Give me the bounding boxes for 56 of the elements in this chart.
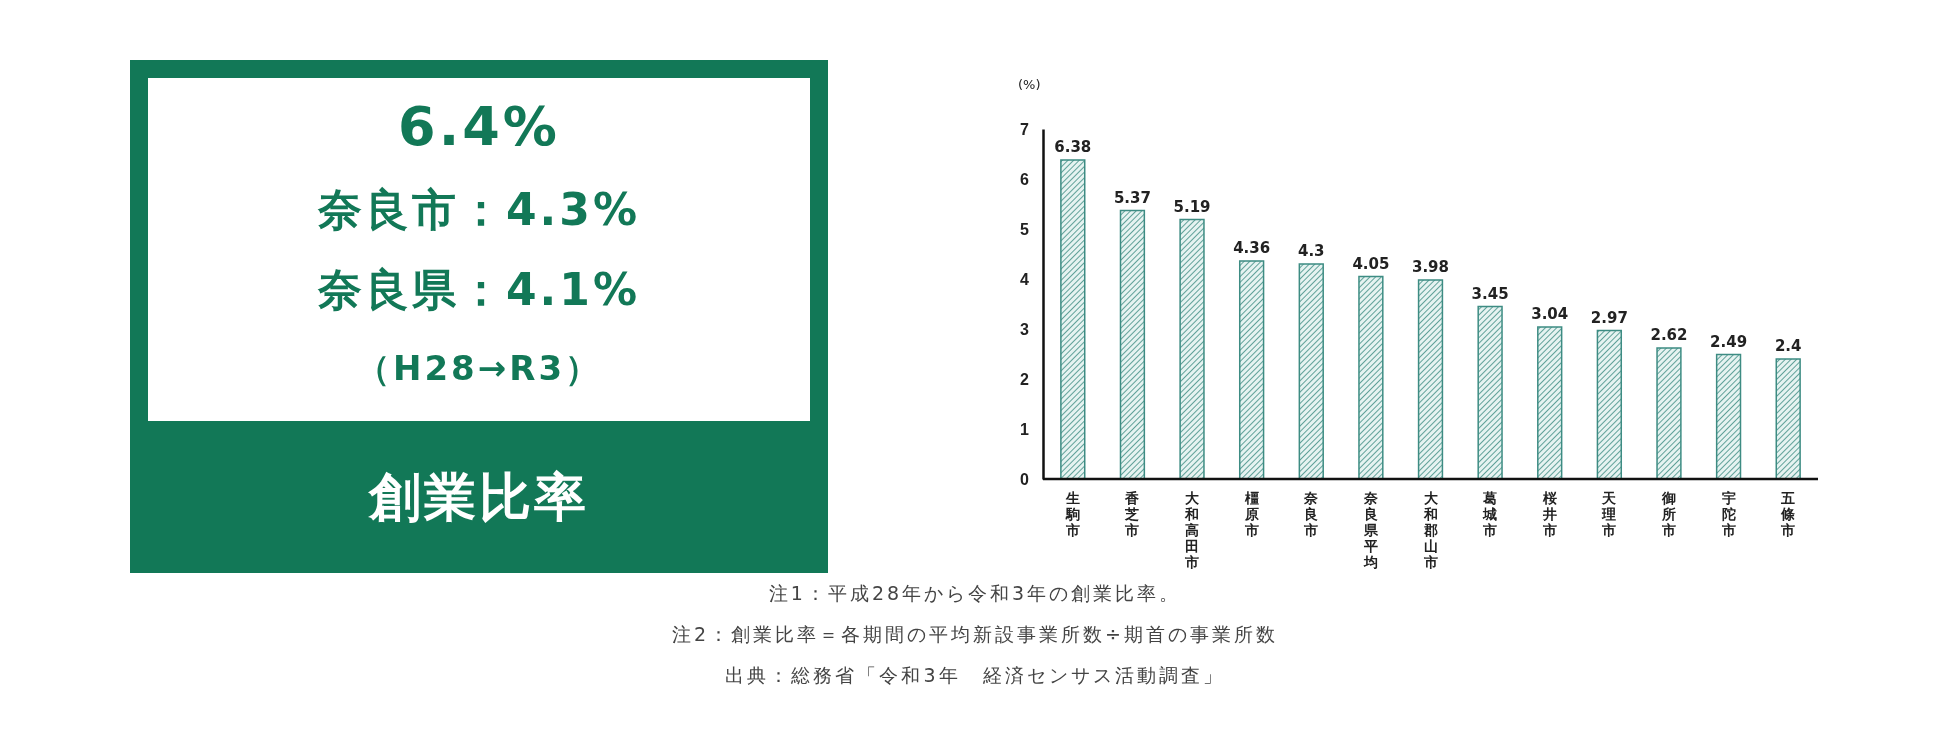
bar [1596,329,1623,480]
data-label: 6.38 [1054,138,1092,156]
x-tick-label: 葛城市 [1482,490,1498,538]
text: 奈良県：4.1% [316,264,641,315]
source-note: 出典：総務省「令和3年 経済センサス活動調査」 [725,664,1225,686]
data-label: 2.62 [1650,326,1688,344]
bar [1715,353,1742,480]
y-tick-label: 5 [1020,220,1030,238]
y-tick-label: 2 [1020,370,1030,388]
x-tick-label: 奈良市 [1303,490,1320,538]
bar [1060,159,1086,480]
data-label: 3.45 [1471,284,1509,303]
text: 注1：平成28年から令和3年の創業比率。 [768,582,1182,604]
data-label: 2.49 [1710,332,1748,351]
data-label: 5.19 [1173,197,1211,216]
text: 注2：創業比率＝各期間の平均新設事業所数÷期首の事業所数 [671,623,1279,645]
bar [1298,263,1324,480]
y-tick-label: 7 [1020,120,1030,138]
bar [1179,218,1205,480]
x-tick-label: 大和高田市 [1184,490,1201,570]
bar [1537,326,1563,480]
x-tick-label: 香芝市 [1124,490,1141,538]
data-label: 3.98 [1411,258,1450,276]
data-label: 5.37 [1113,188,1151,207]
bar [1119,209,1146,480]
x-tick-label: 御所市 [1660,490,1676,538]
text: 奈良市：4.3% [316,184,641,235]
x-tick-label: 五條市 [1780,490,1796,538]
bar [1775,358,1801,480]
text: 6.4% [398,95,560,158]
x-tick-label: 桜井市 [1541,490,1557,538]
data-label: 3.04 [1531,305,1569,323]
data-label: 2.97 [1590,308,1628,327]
y-tick-label: 3 [1020,320,1030,338]
data-label: 4.3 [1297,242,1325,260]
y-tick-label: 6 [1020,170,1030,188]
text: 創業比率 [367,467,589,527]
x-tick-label: 天理市 [1601,490,1618,538]
y-axis-title: (%) [1018,77,1041,92]
bar [1477,305,1503,480]
text: （H28→R3） [355,348,603,388]
x-tick-label: 大和郡山市 [1422,490,1439,570]
x-tick-label: 奈良県平均 [1362,490,1379,570]
bar [1238,260,1265,480]
x-tick-label: 宇陀市 [1720,490,1736,538]
x-tick-label: 橿原市 [1243,490,1259,538]
y-tick-label: 0 [1020,470,1030,488]
data-label: 4.05 [1352,254,1390,273]
bar [1656,347,1682,480]
y-tick-label: 4 [1020,270,1030,288]
bar [1417,279,1444,480]
y-tick-label: 1 [1020,420,1030,438]
bar [1358,275,1384,480]
data-label: 2.4 [1774,337,1802,355]
data-label: 4.36 [1233,239,1271,257]
x-tick-label: 生駒市 [1064,490,1080,538]
